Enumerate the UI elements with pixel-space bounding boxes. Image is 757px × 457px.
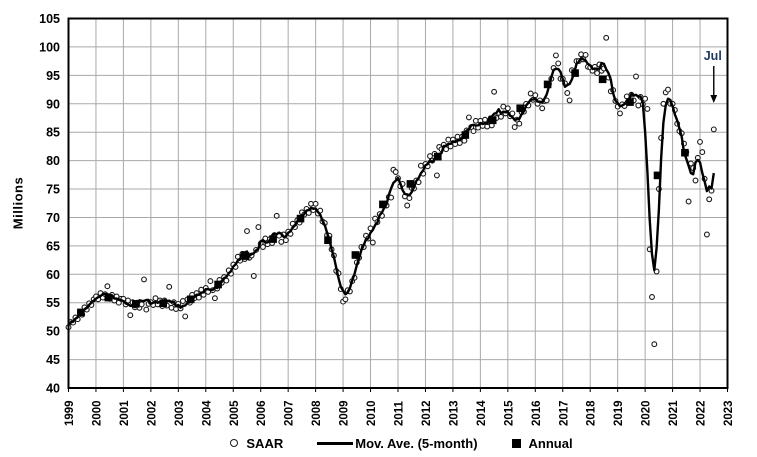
svg-text:2022: 2022: [696, 400, 708, 426]
svg-text:2007: 2007: [284, 400, 296, 426]
moving-average-line: [67, 57, 715, 325]
svg-text:90: 90: [46, 97, 60, 111]
svg-text:2016: 2016: [531, 400, 543, 426]
legend: SAAR Mov. Ave. (5-month) Annual: [0, 429, 757, 457]
svg-text:75: 75: [46, 183, 60, 197]
svg-text:2013: 2013: [448, 400, 460, 426]
legend-annual-label: Annual: [528, 435, 573, 451]
svg-text:100: 100: [39, 40, 60, 54]
svg-text:80: 80: [46, 154, 60, 168]
svg-text:2014: 2014: [476, 400, 488, 426]
svg-text:2010: 2010: [366, 400, 378, 426]
legend-item-saar: SAAR: [230, 436, 283, 451]
saar-marker-icon: [230, 439, 239, 447]
svg-text:2018: 2018: [586, 400, 598, 426]
svg-text:40: 40: [46, 382, 60, 396]
svg-text:2009: 2009: [339, 400, 351, 426]
svg-text:2003: 2003: [174, 400, 186, 426]
annual-squares: [77, 69, 689, 317]
svg-text:95: 95: [46, 69, 60, 83]
svg-text:55: 55: [46, 296, 60, 310]
chart-area: 40 45 50 55 60 65 70 75 80 85 90 95 100 105 1999 2000 20…: [39, 12, 735, 426]
y-tick-labels: 40 45 50 55 60 65 70 75 80 85 90 95 100 105: [39, 12, 60, 396]
legend-item-annual: Annual: [511, 435, 573, 451]
svg-text:2017: 2017: [558, 400, 570, 426]
legend-item-movavg: Mov. Ave. (5-month): [317, 435, 478, 451]
y-axis-title: Millions: [10, 176, 26, 230]
svg-text:2008: 2008: [311, 400, 323, 426]
svg-text:2005: 2005: [229, 400, 241, 426]
svg-text:2015: 2015: [503, 400, 515, 426]
svg-text:105: 105: [39, 12, 60, 26]
svg-text:60: 60: [46, 268, 60, 282]
svg-text:2012: 2012: [421, 400, 433, 426]
moving-average-marker-icon: [317, 441, 354, 445]
gridlines: [68, 18, 728, 389]
svg-text:70: 70: [46, 211, 60, 225]
svg-text:2011: 2011: [394, 400, 406, 426]
svg-text:2004: 2004: [201, 400, 213, 426]
chart-svg: 40 45 50 55 60 65 70 75 80 85 90 95 100 105 1999 2000 20…: [39, 12, 735, 426]
svg-text:2001: 2001: [119, 400, 131, 426]
annual-marker-icon: [511, 438, 521, 448]
svg-text:65: 65: [46, 239, 60, 253]
svg-text:85: 85: [46, 126, 60, 140]
svg-text:2021: 2021: [668, 400, 680, 426]
legend-movavg-label: Mov. Ave. (5-month): [355, 435, 478, 451]
jul-annotation: Jul: [704, 49, 722, 103]
svg-text:2019: 2019: [613, 400, 625, 426]
svg-text:2020: 2020: [641, 400, 653, 426]
svg-text:2023: 2023: [723, 400, 735, 426]
svg-text:2002: 2002: [146, 400, 158, 426]
svg-text:2006: 2006: [256, 400, 268, 426]
jul-label: Jul: [704, 49, 722, 63]
svg-text:2000: 2000: [91, 400, 103, 426]
legend-saar-label: SAAR: [246, 435, 284, 451]
jul-arrowhead-icon: [710, 95, 718, 103]
svg-text:45: 45: [46, 353, 60, 367]
plot-border: [67, 17, 729, 389]
svg-text:1999: 1999: [64, 400, 76, 426]
x-tick-labels: 1999 2000 2001 2002 2003 2004 2005 2006 2007 2008…: [64, 389, 735, 426]
svg-text:50: 50: [46, 325, 60, 339]
